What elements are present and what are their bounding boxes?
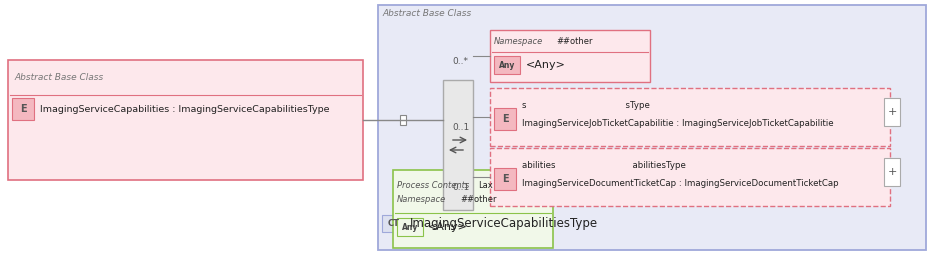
Text: ##other: ##other: [460, 196, 496, 205]
Text: ImagingServiceJobTicketCapabilitie : ImagingServiceJobTicketCapabilitie: ImagingServiceJobTicketCapabilitie : Ima…: [522, 118, 834, 127]
Text: ImagingServiceCapabilities : ImagingServiceCapabilitiesType: ImagingServiceCapabilities : ImagingServ…: [40, 106, 329, 115]
Text: Abstract Base Class: Abstract Base Class: [14, 74, 103, 82]
Text: 0..1: 0..1: [452, 183, 469, 192]
Text: s                                    sType: s sType: [522, 100, 650, 109]
Text: ImagingServiceDocumentTicketCap : ImagingServiceDocumentTicketCap: ImagingServiceDocumentTicketCap : Imagin…: [522, 179, 839, 188]
Text: ImagingServiceCapabilitiesType: ImagingServiceCapabilitiesType: [410, 217, 598, 231]
Text: Namespace: Namespace: [494, 38, 543, 47]
Bar: [400, 115, 406, 125]
Text: Abstract Base Class: Abstract Base Class: [382, 8, 471, 17]
Bar: [490, 88, 890, 146]
Text: E: E: [502, 114, 509, 124]
Bar: [12, 98, 34, 120]
Text: CT: CT: [388, 219, 400, 228]
Bar: [490, 148, 890, 206]
Text: 0..1: 0..1: [452, 124, 469, 133]
Text: abilities                            abilitiesType: abilities abilitiesType: [522, 161, 686, 170]
Text: +: +: [887, 167, 897, 177]
Bar: [393, 170, 553, 248]
Bar: [494, 168, 516, 190]
Bar: [8, 60, 363, 180]
Text: Any: Any: [402, 223, 418, 232]
Text: Lax: Lax: [478, 180, 493, 189]
Text: Any: Any: [498, 60, 515, 69]
Text: <Any>: <Any>: [428, 222, 468, 232]
Text: 0..*: 0..*: [452, 58, 468, 67]
Bar: [397, 218, 423, 236]
Text: Namespace: Namespace: [397, 196, 446, 205]
Text: Process Contents: Process Contents: [397, 180, 469, 189]
Bar: [494, 56, 520, 74]
Text: <Any>: <Any>: [526, 60, 566, 70]
Bar: [494, 108, 516, 130]
Text: E: E: [20, 104, 26, 114]
Bar: [884, 158, 900, 186]
Text: ##other: ##other: [556, 38, 593, 47]
Bar: [378, 5, 926, 250]
Bar: [884, 98, 900, 126]
Text: E: E: [502, 174, 509, 184]
Bar: [382, 215, 406, 232]
Bar: [443, 80, 473, 210]
Bar: [490, 30, 650, 82]
Text: +: +: [887, 107, 897, 117]
